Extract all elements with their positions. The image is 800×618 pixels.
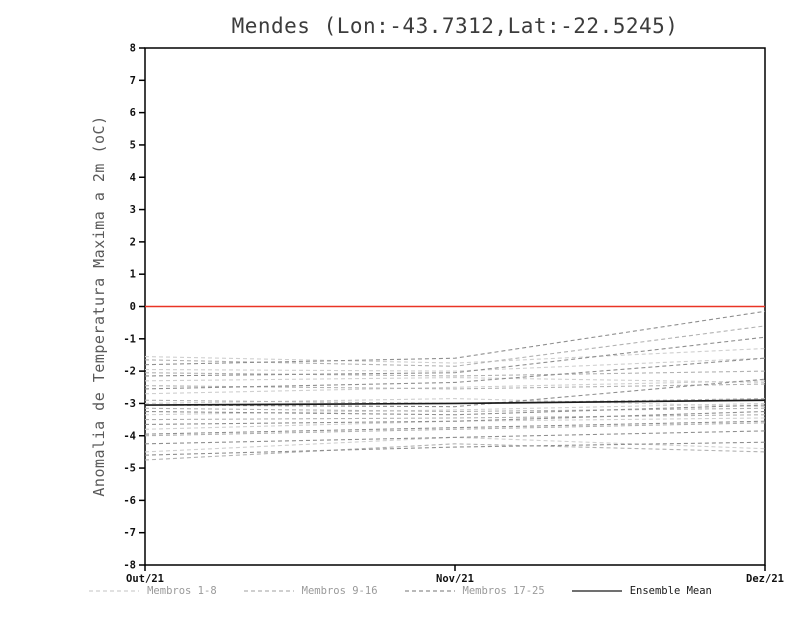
ensemble-member-line	[144, 347, 766, 364]
y-tick-label: -6	[123, 495, 136, 507]
ensemble-member-line	[144, 336, 766, 377]
legend: Membros 1-8 Membros 9-16 Membros 17-25 Ense…	[0, 585, 800, 597]
legend-line-sample	[243, 590, 294, 592]
y-tick-label: -2	[123, 366, 136, 378]
y-axis-label: Anomalia de Temperatura Maxima a 2m (oC)	[90, 115, 108, 496]
ensemble-member-line	[144, 383, 766, 390]
y-tick-label: 5	[130, 139, 136, 151]
ensemble-member-line	[144, 398, 766, 408]
ensemble-member-line	[144, 325, 766, 367]
y-tick-label: -8	[123, 560, 136, 572]
ensemble-mean-line	[144, 399, 766, 406]
chart-title: Mendes (Lon:-43.7312,Lat:-22.5245)	[231, 14, 679, 38]
y-tick-label: 6	[130, 107, 136, 119]
ensemble-member-line	[144, 422, 766, 437]
y-tick-label: 1	[130, 269, 136, 281]
y-tick-label: 0	[130, 301, 136, 313]
y-tick-label: -5	[123, 463, 136, 475]
ensemble-member-line	[144, 407, 766, 413]
legend-label: Membros 9-16	[301, 585, 378, 597]
ensemble-member-line	[144, 402, 766, 416]
legend-line-sample	[571, 590, 622, 592]
ensemble-member-line	[144, 420, 766, 435]
ensemble-member-line	[144, 414, 766, 421]
ensemble-member-line	[144, 380, 766, 395]
ensemble-member-line	[144, 357, 766, 372]
ensemble-member-line	[144, 370, 766, 377]
ensemble-member-line	[144, 357, 766, 390]
legend-item: Membros 9-16	[243, 585, 378, 597]
y-tick-label: -7	[123, 527, 136, 539]
plot-layer: -8 -7 -6 -5 -4 -3 -2 -1 0 1 2 3 4 5 6 7 8 Out/21 Nov/21 Dez…	[123, 43, 784, 586]
y-tick-label: -4	[123, 430, 136, 442]
x-tick-label: Nov/21	[436, 573, 474, 585]
legend-item: Ensemble Mean	[571, 585, 712, 597]
y-tick-label: -3	[123, 398, 136, 410]
ensemble-member-line	[144, 377, 766, 383]
ensemble-member-line	[144, 443, 766, 461]
legend-label: Membros 17-25	[462, 585, 545, 597]
ensemble-member-line	[144, 430, 766, 445]
y-tick-label: 3	[130, 204, 136, 216]
legend-line-sample	[404, 590, 455, 592]
y-tick-label: 8	[130, 43, 136, 55]
ensemble-member-line	[144, 310, 766, 366]
y-tick-label: 7	[130, 75, 136, 87]
legend-line-sample	[89, 590, 140, 592]
legend-item: Membros 1-8	[88, 585, 217, 597]
ensemble-member-line	[144, 410, 766, 425]
y-tick-label: 2	[130, 236, 136, 248]
ensemble-member-line	[144, 404, 766, 416]
x-tick-label: Out/21	[126, 573, 164, 585]
y-tick-label: -1	[123, 333, 136, 345]
x-tick-label: Dez/21	[746, 573, 784, 585]
ensemble-member-line	[144, 378, 766, 408]
y-tick-label: 4	[130, 172, 136, 184]
ensemble-member-line	[144, 441, 766, 456]
legend-label: Ensemble Mean	[629, 585, 712, 597]
legend-item: Membros 17-25	[404, 585, 545, 597]
legend-label: Membros 1-8	[147, 585, 217, 597]
